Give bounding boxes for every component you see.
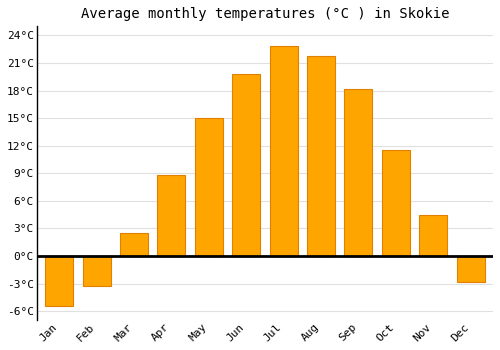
Bar [82,256,110,286]
Bar [382,150,410,256]
Bar [419,215,447,256]
Bar [195,118,223,256]
Bar [307,56,335,256]
Bar [232,74,260,256]
Bar [344,89,372,256]
Bar [120,233,148,256]
Bar [45,256,73,307]
Bar [158,175,186,256]
Title: Average monthly temperatures (°C ) in Skokie: Average monthly temperatures (°C ) in Sk… [80,7,449,21]
Bar [270,47,297,256]
Bar [456,256,484,282]
